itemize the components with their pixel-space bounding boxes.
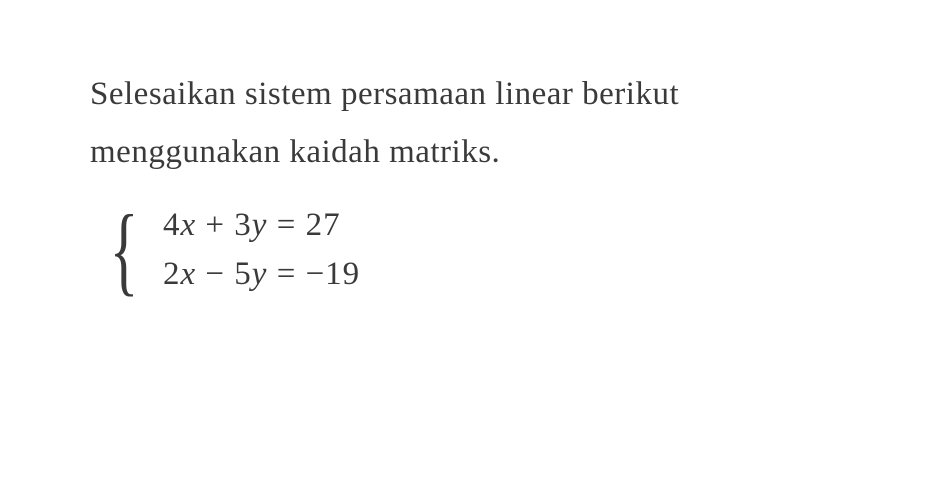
eq2-rhs: −19 <box>306 256 361 292</box>
eq1-var1: x <box>181 207 197 243</box>
eq2-op: − <box>196 256 234 292</box>
eq1-op: + <box>196 207 234 243</box>
eq1-coef1: 4 <box>163 207 181 243</box>
left-brace: { <box>110 210 139 290</box>
eq2-coef2: 5 <box>234 256 252 292</box>
eq2-coef1: 2 <box>163 256 181 292</box>
problem-line-2: menggunakan kaidah matriks. <box>90 128 840 178</box>
eq2-var1: x <box>181 256 197 292</box>
equations-container: 4x + 3y = 27 2x − 5y = −19 <box>163 207 360 293</box>
equation-system: { 4x + 3y = 27 2x − 5y = −19 <box>100 207 840 293</box>
equation-1: 4x + 3y = 27 <box>163 207 360 244</box>
problem-line-1: Selesaikan sistem persamaan linear berik… <box>90 70 840 120</box>
eq1-var2: y <box>252 207 268 243</box>
equation-2: 2x − 5y = −19 <box>163 256 360 293</box>
eq2-var2: y <box>252 256 268 292</box>
eq1-coef2: 3 <box>234 207 252 243</box>
eq1-rhs: 27 <box>306 207 341 243</box>
problem-text: Selesaikan sistem persamaan linear berik… <box>90 70 840 177</box>
